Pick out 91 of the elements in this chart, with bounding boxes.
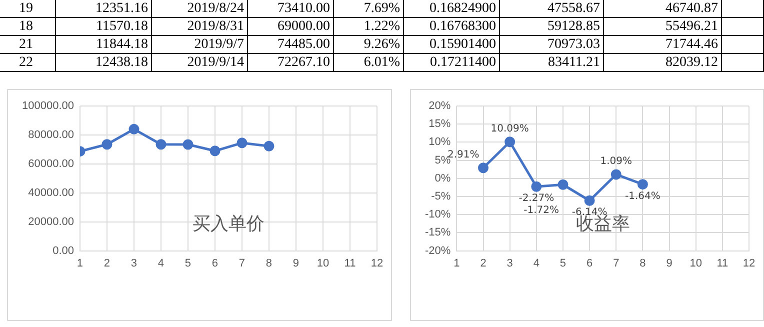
text: 47558.67 — [500, 0, 604, 18]
x-tick-label: 10 — [690, 257, 702, 270]
data-label: 1.09% — [600, 156, 632, 168]
text: 72267.10 — [248, 54, 334, 72]
x-tick-label: 11 — [716, 257, 728, 270]
y-tick-label: 20000.00 — [28, 216, 74, 228]
x-tick-label: 3 — [506, 257, 513, 270]
x-tick-label: 6 — [586, 257, 593, 270]
x-tick-label: 12 — [370, 257, 384, 270]
text: 46740.87 — [604, 0, 722, 18]
x-tick-label: 5 — [184, 257, 192, 270]
text: 69000.00 — [248, 18, 334, 36]
point — [128, 124, 140, 134]
x-tick-label: 4 — [533, 257, 540, 270]
y-tick-label: 60000.00 — [28, 158, 74, 170]
text: 9.26% — [334, 36, 404, 54]
point — [264, 140, 274, 152]
text: 6.01% — [334, 54, 404, 72]
text: 买入单价 — [192, 213, 264, 234]
y-tick-label: 10% — [428, 136, 451, 148]
y-tick-label: -10% — [424, 208, 451, 221]
data-label: -2.27% — [518, 193, 554, 204]
text: 0.15901400 — [404, 36, 500, 54]
x-tick-label: 3 — [130, 257, 138, 270]
point — [478, 162, 489, 174]
text: 59128.85 — [500, 18, 604, 36]
text: 0.16768300 — [404, 18, 500, 36]
text: 18 — [0, 18, 56, 36]
y-tick-label: 100000.00 — [22, 100, 74, 112]
x-tick-label: 5 — [560, 257, 566, 270]
text: 82039.12 — [604, 54, 722, 72]
text: 2019/9/7 — [152, 36, 248, 54]
point — [637, 179, 648, 190]
text: 2019/8/31 — [152, 18, 248, 36]
x-tick-label: 2 — [480, 257, 486, 270]
x-tick-label: 9 — [292, 257, 300, 270]
text: 12438.18 — [56, 54, 152, 72]
x-tick-label: 2 — [104, 257, 110, 270]
text: 70973.03 — [500, 36, 604, 54]
x-tick-label: 8 — [266, 257, 272, 270]
x-tick-label: 9 — [666, 257, 672, 270]
point — [610, 169, 622, 180]
text: 11570.18 — [56, 18, 152, 36]
y-tick-label: 0% — [434, 172, 451, 184]
text: 21 — [0, 36, 56, 54]
text: 19 — [0, 0, 56, 18]
text: 11844.18 — [56, 36, 152, 54]
data-label: -1.72% — [524, 205, 559, 216]
text: 55496.21 — [604, 18, 722, 36]
x-tick-label: 7 — [613, 257, 620, 270]
y-tick-label: 40000.00 — [28, 186, 74, 199]
x-tick-label: 12 — [742, 257, 756, 270]
text: 73410.00 — [248, 0, 334, 18]
x-tick-label: 1 — [454, 257, 460, 270]
text: 12351.16 — [56, 0, 152, 18]
y-tick-label: -20% — [424, 244, 451, 257]
y-tick-label: 5% — [434, 154, 451, 166]
text: 2019/9/14 — [152, 54, 248, 72]
x-tick-label: 8 — [640, 257, 646, 270]
point — [210, 146, 220, 156]
data-label: 10.09% — [490, 123, 529, 134]
y-tick-label: 0.00 — [52, 244, 74, 257]
point — [102, 139, 112, 150]
y-tick-label: 20% — [428, 100, 451, 112]
text: 7.69% — [334, 0, 404, 18]
point — [236, 138, 248, 148]
text: 71744.46 — [604, 36, 722, 54]
x-tick-label: 10 — [316, 257, 330, 270]
x-tick-label: 6 — [212, 257, 218, 270]
point — [504, 136, 516, 148]
y-tick-label: 15% — [428, 118, 451, 130]
y-tick-label: -15% — [424, 226, 451, 239]
y-tick-label: 80000.00 — [28, 128, 74, 141]
data-label: -1.64% — [625, 190, 660, 202]
x-tick-label: 4 — [158, 257, 164, 270]
text: 74485.00 — [248, 36, 334, 54]
x-tick-label: 1 — [76, 257, 84, 270]
text: 0.16824900 — [404, 0, 500, 18]
text: 2019/8/24 — [152, 0, 248, 18]
point — [156, 139, 166, 150]
point — [182, 139, 194, 150]
y-tick-label: -5% — [431, 190, 451, 203]
text: 22 — [0, 54, 56, 72]
point — [531, 181, 542, 192]
x-tick-label: 11 — [344, 257, 356, 270]
text: 83411.21 — [500, 54, 604, 72]
point — [584, 195, 595, 206]
point — [558, 179, 568, 190]
text: 1.22% — [334, 18, 404, 36]
text: 0.17211400 — [404, 54, 500, 72]
x-tick-label: 7 — [238, 257, 246, 270]
